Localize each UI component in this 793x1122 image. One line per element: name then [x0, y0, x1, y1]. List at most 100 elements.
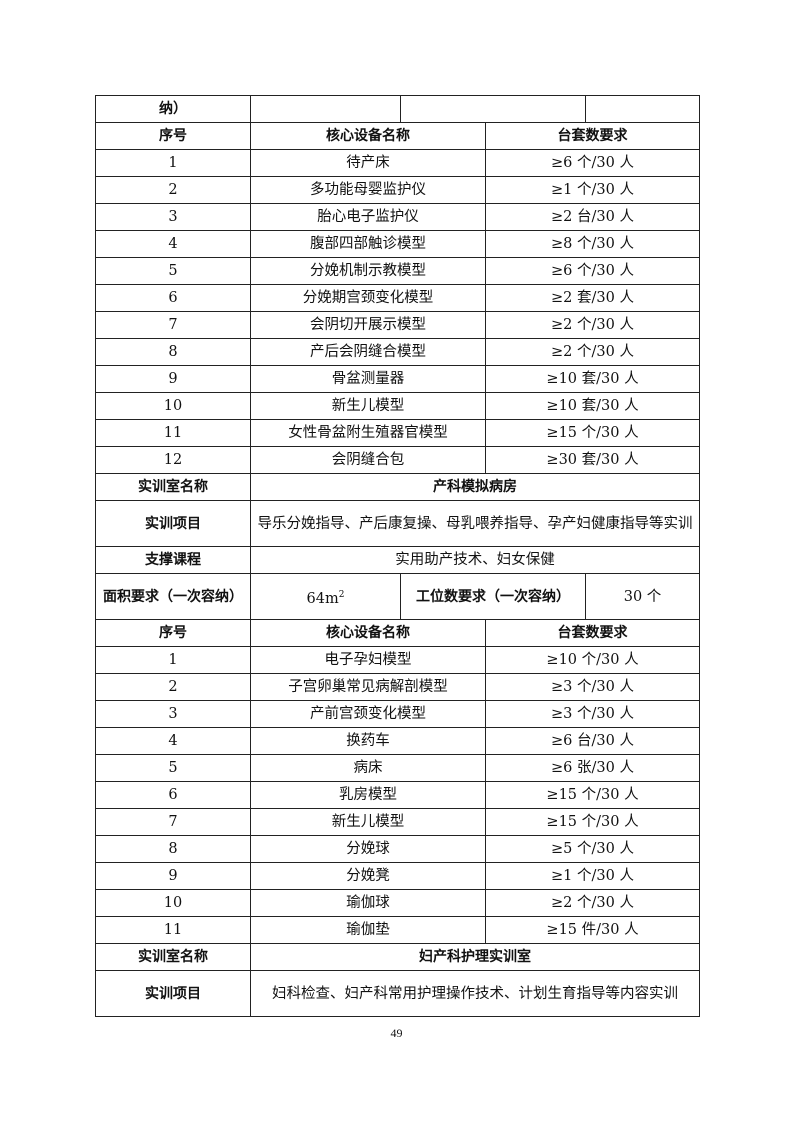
item-no: 8 [95, 835, 251, 863]
item-qty: ≥2 台/30 人 [485, 203, 700, 231]
project-row: 实训项目 妇科检查、妇产科常用护理操作技术、计划生育指导等内容实训 [95, 970, 700, 1017]
table-header: 序号 核心设备名称 台套数要求 [95, 619, 700, 647]
item-no: 6 [95, 781, 251, 809]
table-row: 2 子宫卵巢常见病解剖模型 ≥3 个/30 人 [95, 673, 700, 701]
item-no: 5 [95, 754, 251, 782]
item-no: 9 [95, 365, 251, 393]
item-qty: ≥2 个/30 人 [485, 889, 700, 917]
station-label-empty [400, 95, 586, 123]
item-name: 分娩球 [250, 835, 486, 863]
area-value-empty [250, 95, 401, 123]
item-name: 待产床 [250, 149, 486, 177]
item-no: 11 [95, 419, 251, 447]
item-qty: ≥15 件/30 人 [485, 916, 700, 944]
item-no: 4 [95, 727, 251, 755]
item-no: 3 [95, 700, 251, 728]
header-name: 核心设备名称 [250, 619, 486, 647]
table-row: 12 会阴缝合包 ≥30 套/30 人 [95, 446, 700, 474]
item-qty: ≥2 套/30 人 [485, 284, 700, 312]
area-row-continued: 纳） [95, 95, 700, 123]
item-name: 分娩机制示教模型 [250, 257, 486, 285]
item-no: 1 [95, 149, 251, 177]
area-label: 面积要求（一次容纳） [95, 573, 251, 620]
item-name: 分娩期宫颈变化模型 [250, 284, 486, 312]
item-no: 7 [95, 311, 251, 339]
project-label: 实训项目 [95, 500, 251, 547]
page-number: 49 [390, 1026, 403, 1040]
item-name: 子宫卵巢常见病解剖模型 [250, 673, 486, 701]
item-qty: ≥6 台/30 人 [485, 727, 700, 755]
header-qty: 台套数要求 [485, 122, 700, 150]
table-header: 序号 核心设备名称 台套数要求 [95, 122, 700, 150]
item-no: 5 [95, 257, 251, 285]
item-no: 10 [95, 392, 251, 420]
item-no: 6 [95, 284, 251, 312]
station-value: 30 个 [585, 573, 700, 620]
table-row: 11 瑜伽垫 ≥15 件/30 人 [95, 916, 700, 944]
project-text: 妇科检查、妇产科常用护理操作技术、计划生育指导等内容实训 [250, 970, 700, 1017]
header-name: 核心设备名称 [250, 122, 486, 150]
room-name-row: 实训室名称 产科模拟病房 [95, 473, 700, 501]
item-qty: ≥6 张/30 人 [485, 754, 700, 782]
header-qty: 台套数要求 [485, 619, 700, 647]
course-text: 实用助产技术、妇女保健 [250, 546, 700, 574]
item-qty: ≥30 套/30 人 [485, 446, 700, 474]
table-row: 11 女性骨盆附生殖器官模型 ≥15 个/30 人 [95, 419, 700, 447]
equipment-table: 纳） 序号 核心设备名称 台套数要求 1 待产床 ≥6 个/30 人 2 多功能母婴监护… [95, 95, 700, 1017]
item-no: 7 [95, 808, 251, 836]
room-name-row: 实训室名称 妇产科护理实训室 [95, 943, 700, 971]
item-no: 12 [95, 446, 251, 474]
project-row: 实训项目 导乐分娩指导、产后康复操、母乳喂养指导、孕产妇健康指导等实训 [95, 500, 700, 547]
course-row: 支撑课程 实用助产技术、妇女保健 [95, 546, 700, 574]
table-row: 3 胎心电子监护仪 ≥2 台/30 人 [95, 203, 700, 231]
item-qty: ≥2 个/30 人 [485, 311, 700, 339]
table-row: 7 会阴切开展示模型 ≥2 个/30 人 [95, 311, 700, 339]
item-name: 瑜伽球 [250, 889, 486, 917]
item-qty: ≥6 个/30 人 [485, 149, 700, 177]
item-no: 3 [95, 203, 251, 231]
item-name: 分娩凳 [250, 862, 486, 890]
table-row: 2 多功能母婴监护仪 ≥1 个/30 人 [95, 176, 700, 204]
item-no: 11 [95, 916, 251, 944]
item-qty: ≥10 套/30 人 [485, 392, 700, 420]
room-name: 产科模拟病房 [250, 473, 700, 501]
table-row: 10 新生儿模型 ≥10 套/30 人 [95, 392, 700, 420]
item-name: 电子孕妇模型 [250, 646, 486, 674]
item-qty: ≥3 个/30 人 [485, 700, 700, 728]
table-row: 1 待产床 ≥6 个/30 人 [95, 149, 700, 177]
table-row: 4 腹部四部触诊模型 ≥8 个/30 人 [95, 230, 700, 258]
course-label: 支撑课程 [95, 546, 251, 574]
table-row: 6 乳房模型 ≥15 个/30 人 [95, 781, 700, 809]
item-qty: ≥2 个/30 人 [485, 338, 700, 366]
item-name: 腹部四部触诊模型 [250, 230, 486, 258]
item-no: 2 [95, 176, 251, 204]
header-no: 序号 [95, 122, 251, 150]
item-qty: ≥1 个/30 人 [485, 176, 700, 204]
table-row: 10 瑜伽球 ≥2 个/30 人 [95, 889, 700, 917]
item-qty: ≥15 个/30 人 [485, 419, 700, 447]
item-name: 新生儿模型 [250, 392, 486, 420]
item-qty: ≥6 个/30 人 [485, 257, 700, 285]
area-row: 面积要求（一次容纳） 64m2 工位数要求（一次容纳） 30 个 [95, 573, 700, 620]
item-no: 4 [95, 230, 251, 258]
item-name: 病床 [250, 754, 486, 782]
item-no: 1 [95, 646, 251, 674]
area-number: 64m [306, 590, 339, 607]
header-no: 序号 [95, 619, 251, 647]
table-row: 6 分娩期宫颈变化模型 ≥2 套/30 人 [95, 284, 700, 312]
table-row: 9 分娩凳 ≥1 个/30 人 [95, 862, 700, 890]
item-name: 会阴切开展示模型 [250, 311, 486, 339]
item-no: 8 [95, 338, 251, 366]
room-name-label: 实训室名称 [95, 943, 251, 971]
item-qty: ≥1 个/30 人 [485, 862, 700, 890]
item-qty: ≥15 个/30 人 [485, 808, 700, 836]
item-name: 乳房模型 [250, 781, 486, 809]
item-name: 骨盆测量器 [250, 365, 486, 393]
item-name: 产前宫颈变化模型 [250, 700, 486, 728]
item-qty: ≥10 套/30 人 [485, 365, 700, 393]
item-no: 10 [95, 889, 251, 917]
item-no: 2 [95, 673, 251, 701]
item-name: 换药车 [250, 727, 486, 755]
item-qty: ≥8 个/30 人 [485, 230, 700, 258]
table-row: 4 换药车 ≥6 台/30 人 [95, 727, 700, 755]
